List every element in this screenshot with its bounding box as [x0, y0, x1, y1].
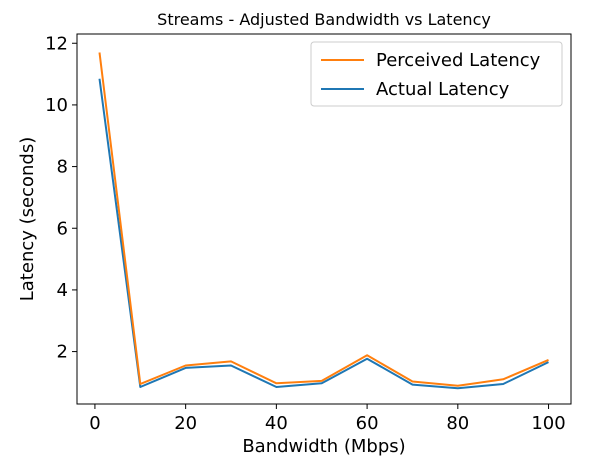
x-tick-label: 40: [265, 413, 288, 434]
x-tick-label: 100: [531, 413, 565, 434]
chart-title: Streams - Adjusted Bandwidth vs Latency: [157, 10, 491, 29]
legend-label-perceived-latency: Perceived Latency: [376, 50, 541, 71]
legend-label-actual-latency: Actual Latency: [376, 79, 510, 100]
y-tick-label: 2: [57, 342, 68, 363]
y-tick-label: 12: [45, 33, 68, 54]
x-axis-title: Bandwidth (Mbps): [242, 436, 405, 457]
y-tick-label: 10: [45, 95, 68, 116]
x-tick-label: 60: [356, 413, 379, 434]
series-line-actual-latency: [98, 78, 549, 390]
legend-box: [310, 41, 563, 107]
y-axis-title: Latency (seconds): [17, 137, 38, 302]
x-tick-label: 20: [174, 413, 197, 434]
series-lines: [98, 52, 549, 390]
plot-area: [76, 33, 572, 405]
x-tick-label: 80: [446, 413, 469, 434]
y-tick-label: 4: [57, 280, 68, 301]
legend: Perceived Latency Actual Latency: [310, 41, 563, 107]
y-axis: 2 4 6 8 10 12: [45, 33, 77, 363]
y-tick-label: 8: [57, 157, 68, 178]
x-tick-label: 0: [89, 413, 100, 434]
y-tick-label: 6: [57, 218, 68, 239]
x-axis: 0 20 40 60 80 100: [89, 404, 566, 434]
